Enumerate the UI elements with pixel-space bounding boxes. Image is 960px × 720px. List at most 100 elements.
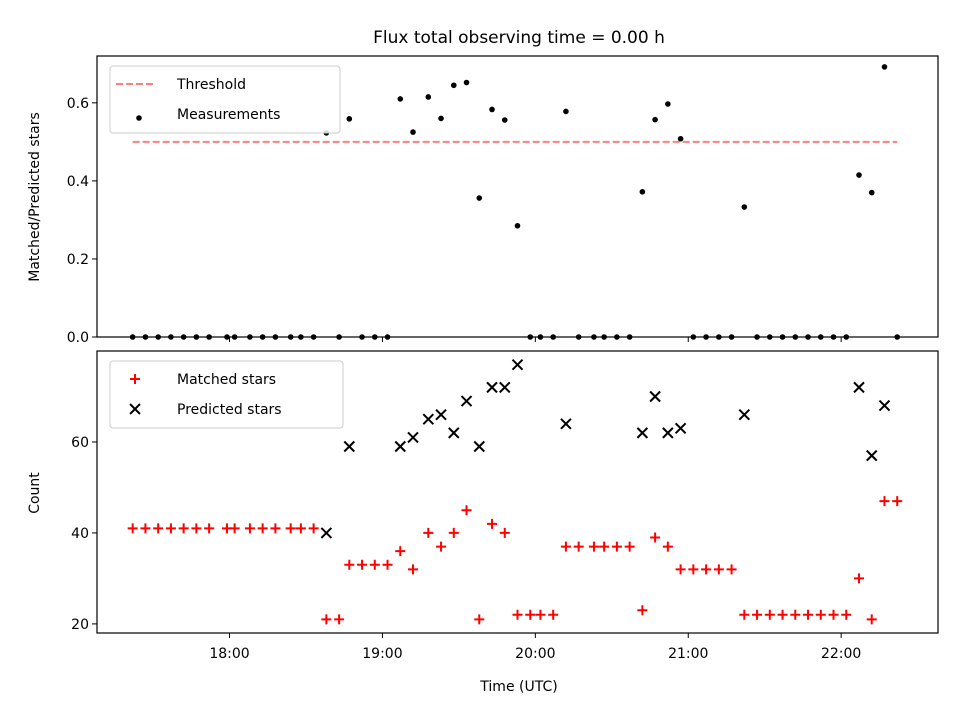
bottom-x-tick-label: 22:00	[821, 646, 861, 662]
bottom-axes-frame	[96, 350, 939, 634]
bottom-x-tick-label: 19:00	[362, 646, 402, 662]
matched-star-point	[178, 523, 189, 534]
predicted-star-point	[448, 427, 460, 439]
measurement-point	[463, 79, 470, 86]
predicted-star-point	[422, 413, 435, 425]
legend-label: Threshold	[176, 77, 246, 93]
predicted-star-point	[499, 381, 511, 394]
measurement-point	[410, 129, 416, 135]
matched-star-point	[892, 496, 903, 507]
predicted-star-point	[866, 449, 878, 462]
predicted-star-point	[343, 440, 356, 453]
bottom-panel: 20 40 60 18:00 19:00 20:00 21:00 22:00 Matched s…	[71, 350, 939, 662]
matched-star-point	[688, 564, 699, 575]
matched-star-point	[257, 523, 268, 534]
matched-star-point	[560, 541, 571, 552]
bottom-y-tick-label: 60	[71, 435, 89, 451]
bottom-y-tick-label: 20	[71, 617, 89, 633]
matched-star-point	[650, 532, 661, 543]
matched-star-point	[408, 564, 419, 575]
top-y-tick-label: 0.2	[67, 252, 89, 268]
matched-star-point	[624, 541, 635, 552]
matched-star-point	[244, 523, 255, 534]
matched-star-point	[662, 541, 673, 552]
matched-star-point	[701, 564, 712, 575]
top-y-tick-label: 0.0	[67, 330, 89, 346]
matched-star-point	[334, 614, 345, 625]
matched-star-point	[611, 541, 622, 552]
bottom-series	[127, 496, 903, 625]
matched-star-point	[790, 609, 801, 620]
matched-star-point	[739, 609, 750, 620]
top-panel: 0.0 0.2 0.4 0.6 Threshold Measurements	[67, 55, 939, 346]
matched-star-point	[764, 609, 775, 620]
measurement-point	[741, 204, 748, 210]
bottom-x-tick-label: 18:00	[209, 646, 249, 662]
measurement-point	[489, 106, 495, 113]
matched-star-point	[573, 541, 584, 552]
predicted-star-point	[407, 431, 419, 444]
predicted-star-point	[853, 381, 865, 394]
matched-star-point	[285, 523, 296, 534]
matched-star-point	[357, 559, 368, 570]
legend-label: Matched stars	[177, 372, 276, 388]
bottom-y-axis-label: Count	[27, 472, 43, 514]
legend-measurement-swatch	[136, 115, 142, 121]
predicted-star-point	[486, 381, 498, 394]
bottom-series	[320, 358, 891, 539]
matched-star-point	[777, 609, 788, 620]
predicted-star-point	[674, 422, 687, 435]
predicted-star-point	[460, 395, 473, 407]
matched-star-point	[382, 559, 393, 570]
matched-star-point	[588, 541, 599, 552]
matched-star-point	[853, 573, 864, 584]
predicted-star-point	[636, 427, 649, 439]
matched-star-point	[828, 609, 839, 620]
legend-predicted-swatch	[129, 403, 141, 415]
legend-box	[109, 360, 344, 429]
predicted-star-point	[320, 527, 333, 539]
matched-star-point	[752, 609, 763, 620]
predicted-star-point	[394, 440, 406, 453]
matched-star-point	[229, 523, 240, 534]
predicted-star-point	[511, 358, 524, 371]
matched-star-point	[448, 527, 459, 538]
matched-star-point	[535, 609, 546, 620]
measurement-point	[501, 117, 508, 123]
matched-star-point	[803, 609, 814, 620]
predicted-star-point	[738, 408, 751, 421]
matched-star-point	[308, 523, 319, 534]
matched-star-point	[879, 496, 890, 507]
bottom-y-tick-label: 40	[71, 526, 89, 542]
measurement-point	[856, 172, 862, 178]
measurement-point	[677, 135, 684, 142]
measurement-point	[868, 189, 875, 196]
matched-star-point	[191, 523, 202, 534]
matched-star-point	[436, 541, 447, 552]
legend-box	[109, 65, 341, 134]
top-axes-frame	[96, 55, 939, 338]
measurement-point	[476, 195, 483, 201]
top-legend: Threshold Measurements	[109, 65, 341, 134]
predicted-star-point	[662, 427, 674, 439]
matched-star-point	[599, 541, 610, 552]
matched-star-point	[204, 523, 215, 534]
matched-star-point	[815, 609, 826, 620]
measurement-point	[425, 94, 432, 100]
matched-star-point	[487, 518, 498, 529]
matched-star-point	[461, 505, 472, 516]
matched-star-point	[153, 523, 164, 534]
predicted-star-point	[878, 399, 891, 412]
matched-star-point	[140, 523, 151, 534]
matched-star-point	[675, 564, 686, 575]
x-axis-label: Time (UTC)	[479, 679, 557, 695]
measurement-point	[450, 82, 457, 89]
bottom-x-tick-label: 20:00	[515, 646, 555, 662]
matched-star-point	[165, 523, 176, 534]
matched-star-point	[423, 527, 434, 538]
matched-star-point	[841, 609, 852, 620]
measurement-point	[881, 64, 888, 70]
matched-star-point	[866, 614, 877, 625]
matched-star-point	[525, 609, 536, 620]
